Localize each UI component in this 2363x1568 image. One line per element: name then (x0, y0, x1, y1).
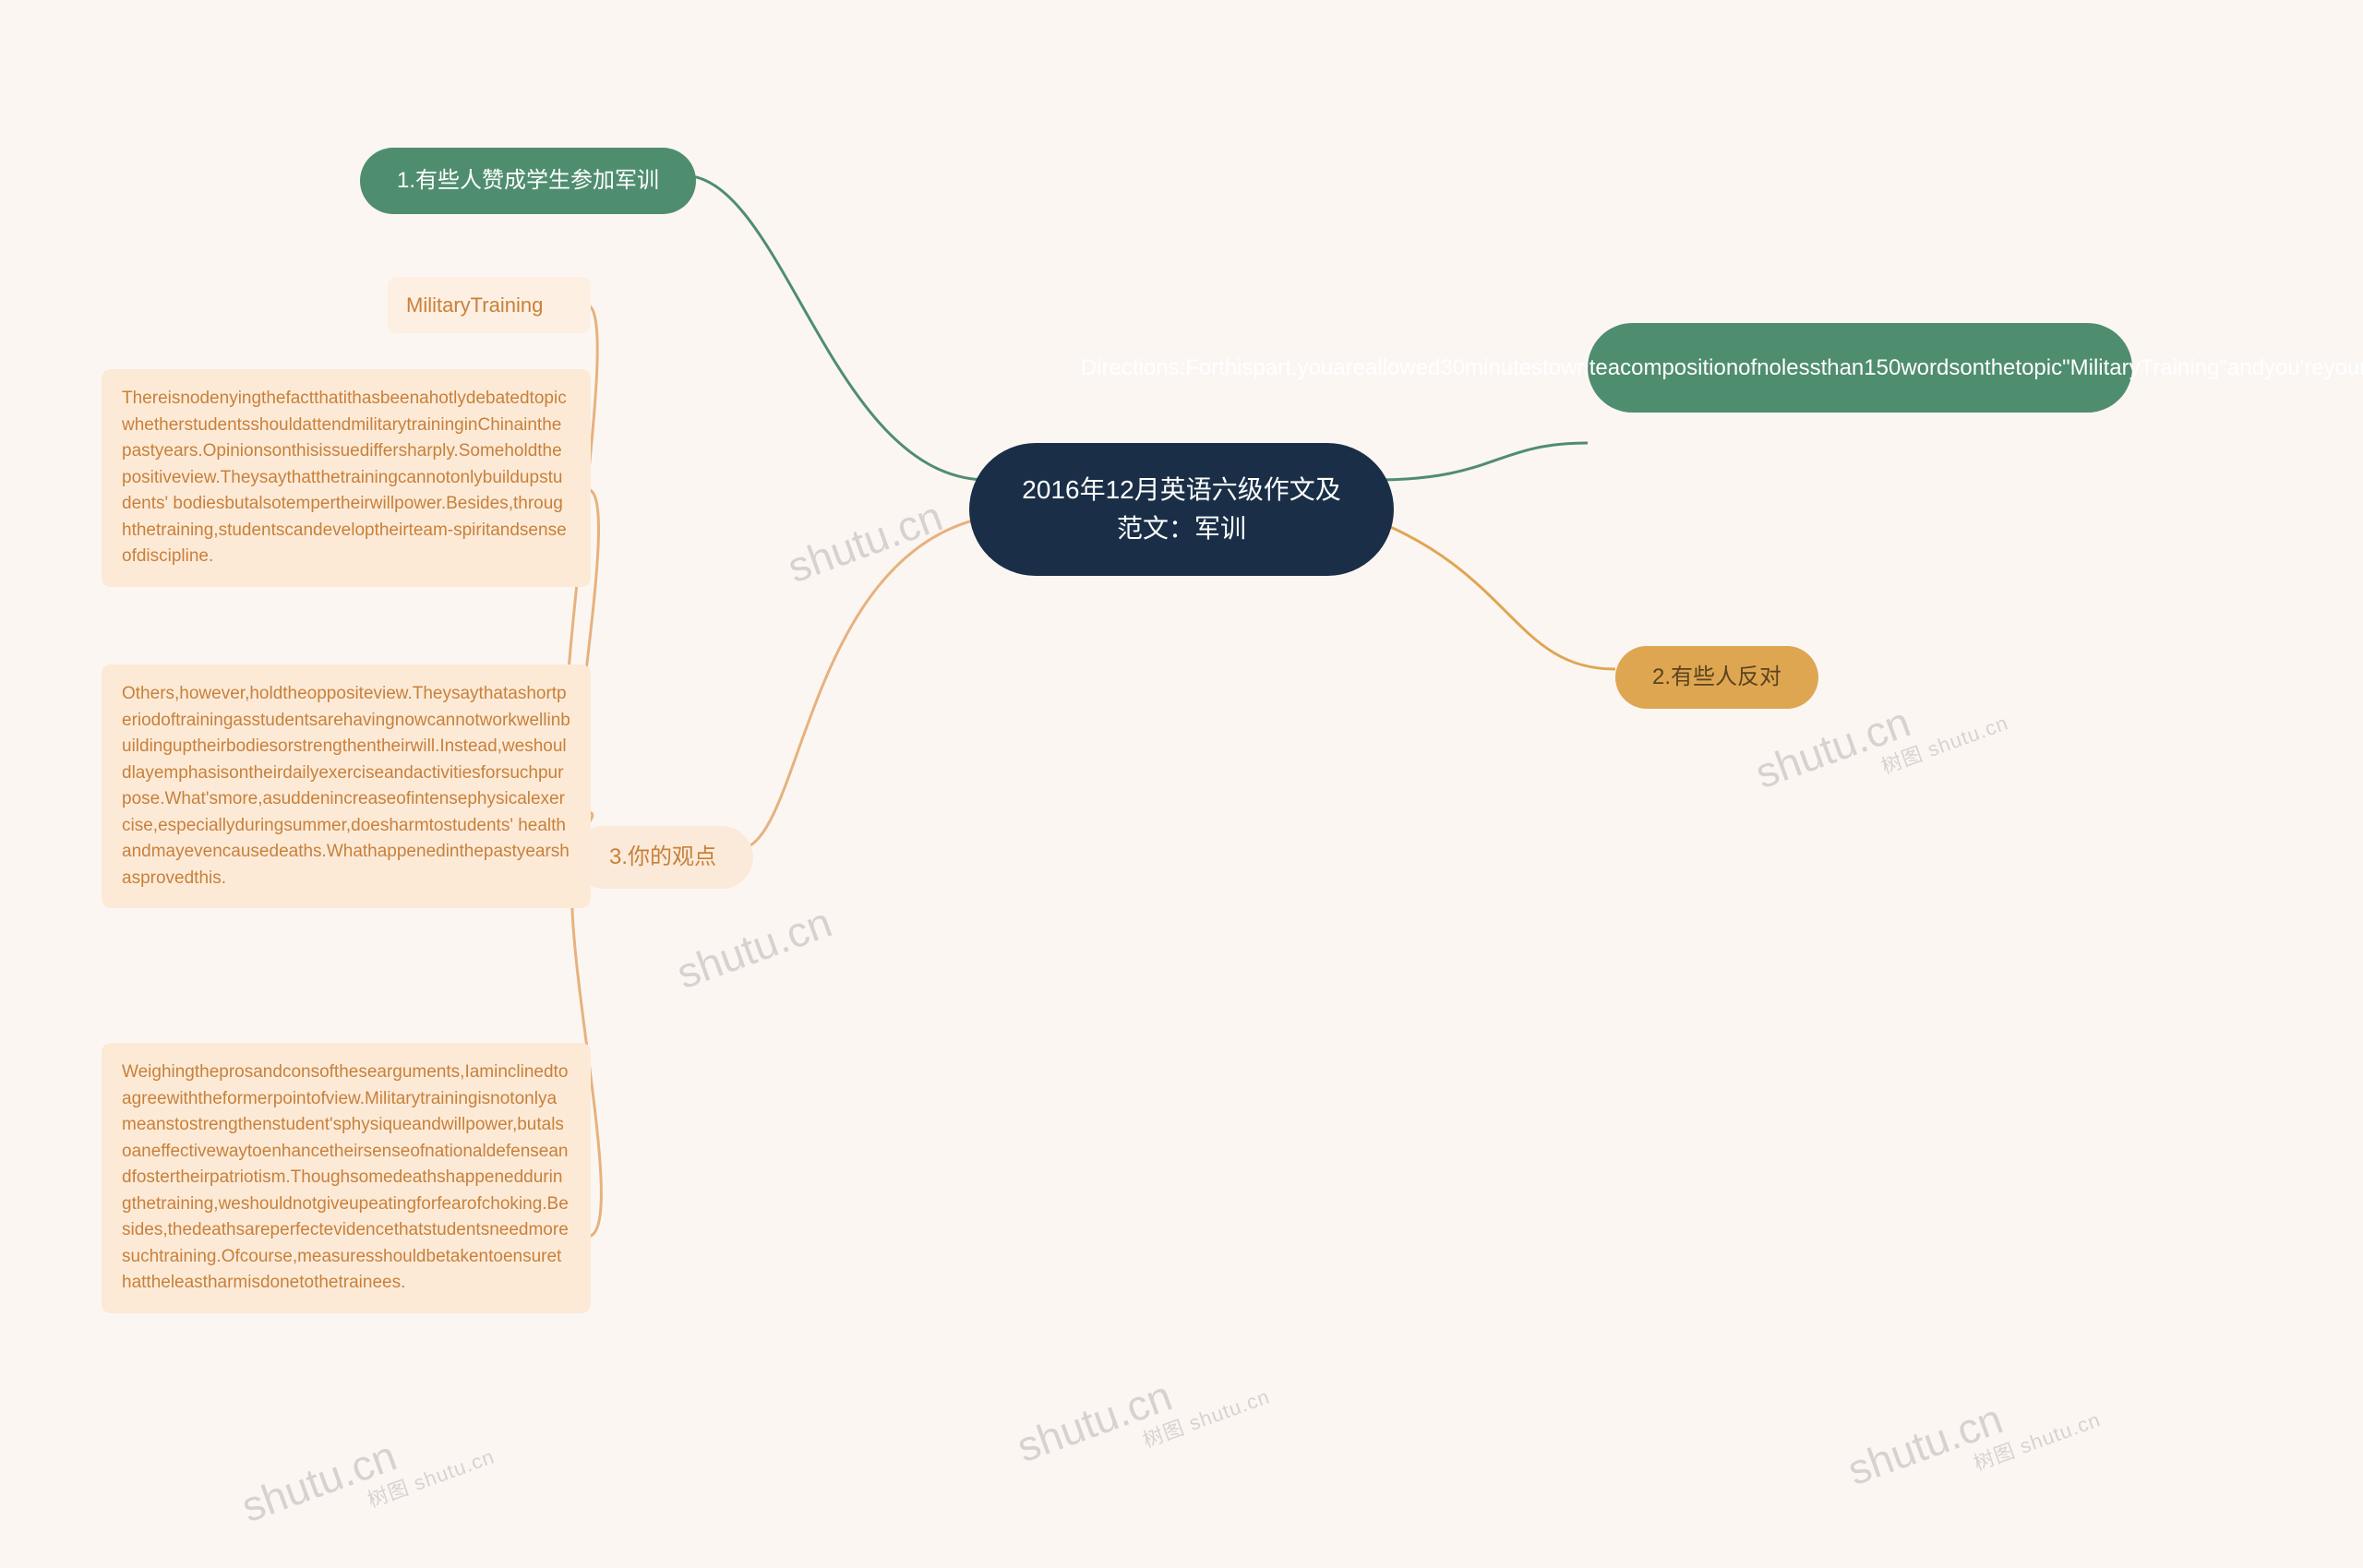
edge (738, 517, 988, 849)
center-node[interactable]: 2016年12月英语六级作文及范文：军训 (969, 443, 1394, 576)
leaf-p2-text: Others,however,holdtheoppositeview.Theys… (122, 684, 570, 888)
center-text: 2016年12月英语六级作文及范文：军训 (1015, 471, 1348, 548)
leaf-title[interactable]: MilitaryTraining (388, 277, 591, 333)
branch-3-text: 3.你的观点 (609, 841, 716, 874)
leaf-title-text: MilitaryTraining (406, 293, 543, 317)
branch-node-2[interactable]: 2.有些人反对 (1615, 646, 1818, 709)
leaf-paragraph-3[interactable]: Weighingtheprosandconsofthesearguments,I… (102, 1043, 591, 1313)
edge (683, 175, 988, 480)
watermark: shutu.cn树图 shutu.cn (1011, 1339, 1274, 1495)
watermark: shutu.cn (670, 897, 838, 999)
branch-node-3[interactable]: 3.你的观点 (572, 826, 753, 889)
leaf-p1-text: Thereisnodenyingthefactthatithasbeenahot… (122, 389, 567, 566)
edge (1366, 517, 1615, 669)
leaf-p3-text: Weighingtheprosandconsofthesearguments,I… (122, 1062, 569, 1292)
branch-2-text: 2.有些人反对 (1652, 661, 1781, 694)
edge (1375, 443, 1588, 480)
mindmap-canvas: 2016年12月英语六级作文及范文：军训 1.有些人赞成学生参加军训 Direc… (0, 0, 2363, 1568)
watermark: shutu.cn树图 shutu.cn (1841, 1362, 2105, 1518)
branch-directions-text: Directions:Forthispart,youareallowed30mi… (1081, 351, 2363, 385)
branch-node-1[interactable]: 1.有些人赞成学生参加军训 (360, 148, 696, 214)
watermark: shutu.cn树图 shutu.cn (235, 1399, 498, 1555)
leaf-paragraph-2[interactable]: Others,however,holdtheoppositeview.Theys… (102, 664, 591, 908)
leaf-paragraph-1[interactable]: Thereisnodenyingthefactthatithasbeenahot… (102, 369, 591, 587)
branch-node-directions[interactable]: Directions:Forthispart,youareallowed30mi… (1588, 323, 2132, 413)
watermark: shutu.cn (781, 491, 949, 592)
branch-1-text: 1.有些人赞成学生参加军训 (397, 164, 659, 197)
